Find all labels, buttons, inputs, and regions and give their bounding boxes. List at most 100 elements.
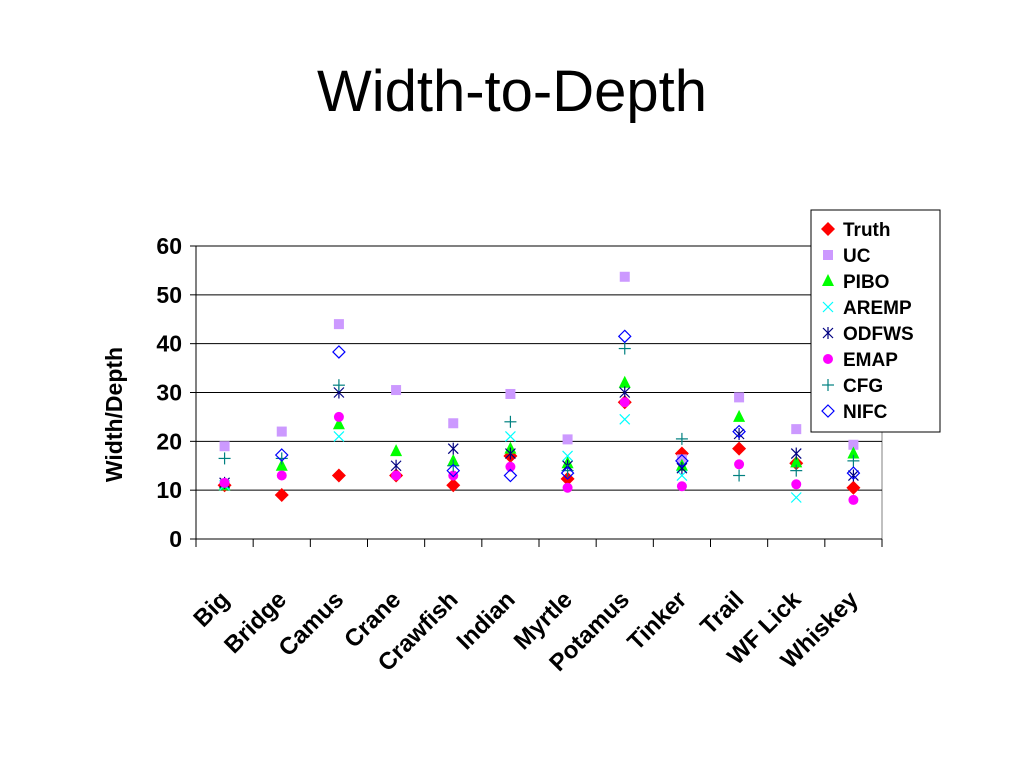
point-cfg: [618, 342, 631, 355]
legend-item-emap: EMAP: [823, 350, 898, 371]
legend-label: NIFC: [843, 402, 888, 423]
point-emap: [448, 470, 459, 481]
point-emap: [333, 411, 344, 422]
y-tick-label: 10: [156, 477, 182, 503]
legend-marker: [822, 301, 834, 313]
point-odfws: [790, 447, 802, 460]
point-nifc: [617, 329, 632, 344]
legend-marker: [822, 327, 834, 339]
point-uc: [562, 434, 573, 445]
point-truth: [732, 441, 747, 456]
point-aremp: [504, 431, 516, 442]
point-pibo: [332, 417, 345, 430]
point-cfg: [332, 379, 345, 392]
point-nifc: [560, 466, 575, 480]
point-uc: [619, 271, 630, 282]
point-nifc: [274, 448, 289, 462]
point-cfg: [218, 452, 231, 465]
x-category-label: Indian: [452, 586, 521, 655]
legend-item-truth: Truth: [821, 220, 891, 241]
point-uc: [505, 388, 516, 399]
point-nifc: [332, 345, 346, 359]
legend-label: CFG: [843, 376, 883, 397]
y-tick-label: 60: [156, 233, 182, 259]
point-cfg: [275, 452, 288, 465]
point-uc: [391, 385, 402, 396]
data-points: [217, 271, 861, 505]
point-emap: [391, 470, 402, 481]
x-category-label: Tinker: [622, 586, 692, 656]
legend-marker: [823, 250, 833, 260]
point-cfg: [790, 464, 803, 477]
legend: Truth UC PIBO AREMP ODFWS EMAP CFG NIFC: [810, 209, 941, 433]
point-cfg: [733, 469, 746, 482]
point-emap: [219, 477, 230, 488]
legend-label: EMAP: [843, 350, 898, 371]
legend-item-aremp: AREMP: [822, 298, 912, 319]
point-odfws: [619, 386, 631, 399]
y-axis-ticks: 0 10 20 30 40 50 60: [156, 233, 197, 552]
x-category-label: Camus: [273, 586, 349, 662]
legend-marker: [823, 354, 833, 364]
point-aremp: [562, 450, 574, 462]
point-pibo: [390, 444, 403, 457]
point-pibo: [847, 446, 860, 459]
gridlines: [196, 245, 882, 540]
point-uc: [333, 319, 344, 330]
legend-marker: [821, 222, 835, 236]
legend-marker: [822, 274, 834, 286]
point-cfg: [847, 454, 860, 467]
point-aremp: [333, 431, 345, 442]
point-pibo: [733, 409, 746, 422]
y-tick-label: 20: [156, 428, 182, 454]
y-tick-label: 30: [156, 380, 182, 406]
point-truth: [274, 488, 289, 503]
legend-marker: [821, 404, 835, 418]
point-aremp: [619, 413, 631, 425]
legend-label: ODFWS: [843, 324, 914, 345]
legend-marker: [822, 379, 834, 391]
point-odfws: [447, 442, 459, 455]
point-truth: [446, 478, 461, 493]
point-emap: [791, 479, 802, 490]
y-tick-label: 50: [156, 282, 182, 308]
legend-item-uc: UC: [823, 246, 871, 267]
point-pibo: [790, 455, 803, 468]
point-emap: [848, 494, 859, 505]
y-tick-label: 0: [169, 526, 182, 552]
point-odfws: [676, 462, 688, 475]
legend-label: AREMP: [843, 298, 912, 319]
x-category-label: Big: [188, 586, 234, 632]
point-nifc: [446, 463, 461, 478]
y-axis-title: Width/Depth: [101, 347, 127, 482]
point-pibo: [275, 458, 288, 471]
point-uc: [219, 441, 230, 452]
x-axis-category-labels: BigBridgeCamusCraneCrawfishIndianMyrtleP…: [188, 586, 864, 677]
legend-item-cfg: CFG: [822, 376, 883, 397]
legend-label: Truth: [843, 220, 891, 241]
point-cfg: [447, 459, 460, 472]
y-tick-label: 40: [156, 331, 182, 357]
point-cfg: [504, 415, 517, 428]
point-uc: [848, 439, 859, 450]
point-aremp: [790, 492, 802, 503]
point-uc: [276, 426, 287, 437]
point-nifc: [846, 466, 861, 480]
point-emap: [734, 459, 745, 470]
point-nifc: [732, 424, 746, 439]
point-odfws: [390, 459, 402, 472]
point-emap: [676, 481, 687, 492]
x-axis: [195, 538, 883, 547]
point-uc: [791, 424, 802, 435]
point-truth: [331, 468, 346, 483]
point-nifc: [675, 454, 689, 468]
point-emap: [276, 470, 287, 481]
point-emap: [619, 397, 630, 408]
point-uc: [448, 418, 459, 429]
point-emap: [505, 461, 516, 472]
legend-item-nifc: NIFC: [821, 402, 888, 423]
point-truth: [846, 480, 861, 495]
legend-box: [810, 209, 941, 433]
slide-title: Width-to-Depth: [316, 59, 708, 124]
